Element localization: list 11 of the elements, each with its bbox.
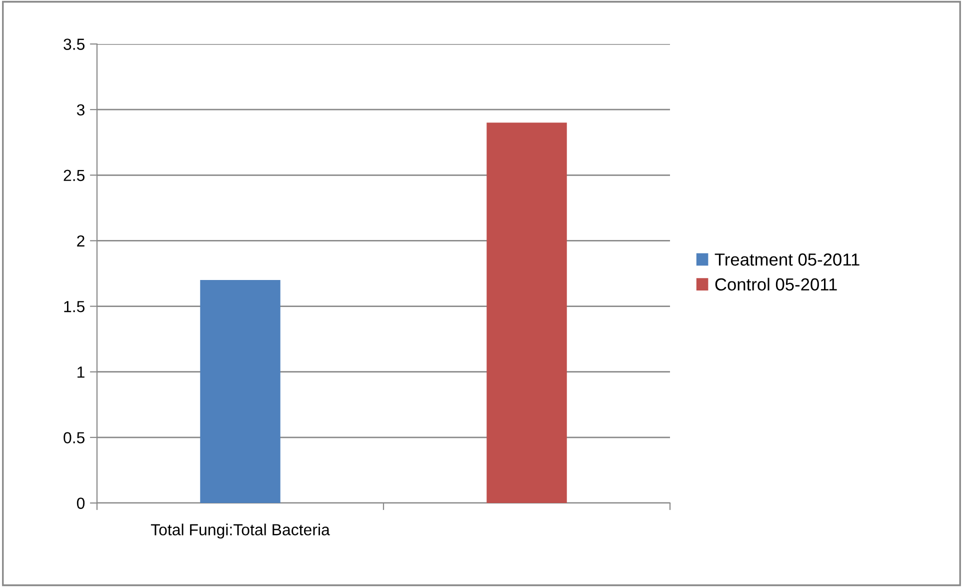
legend-label: Treatment 05-2011 <box>714 253 860 266</box>
y-tick-label: 2.5 <box>64 170 85 182</box>
y-tick-label: 3.5 <box>64 38 85 50</box>
y-tick-label: 3 <box>76 104 84 116</box>
y-tick-label: 0 <box>76 498 85 509</box>
x-tick-label: Total Fungi:Total Bacteria <box>150 524 330 539</box>
y-tick-label: 0.5 <box>64 432 85 444</box>
legend-label: Control 05-2011 <box>715 278 837 291</box>
y-tick-label: 1 <box>78 366 84 378</box>
y-tick-label: 2 <box>77 235 84 246</box>
y-tick-label: 1.5 <box>64 301 85 312</box>
